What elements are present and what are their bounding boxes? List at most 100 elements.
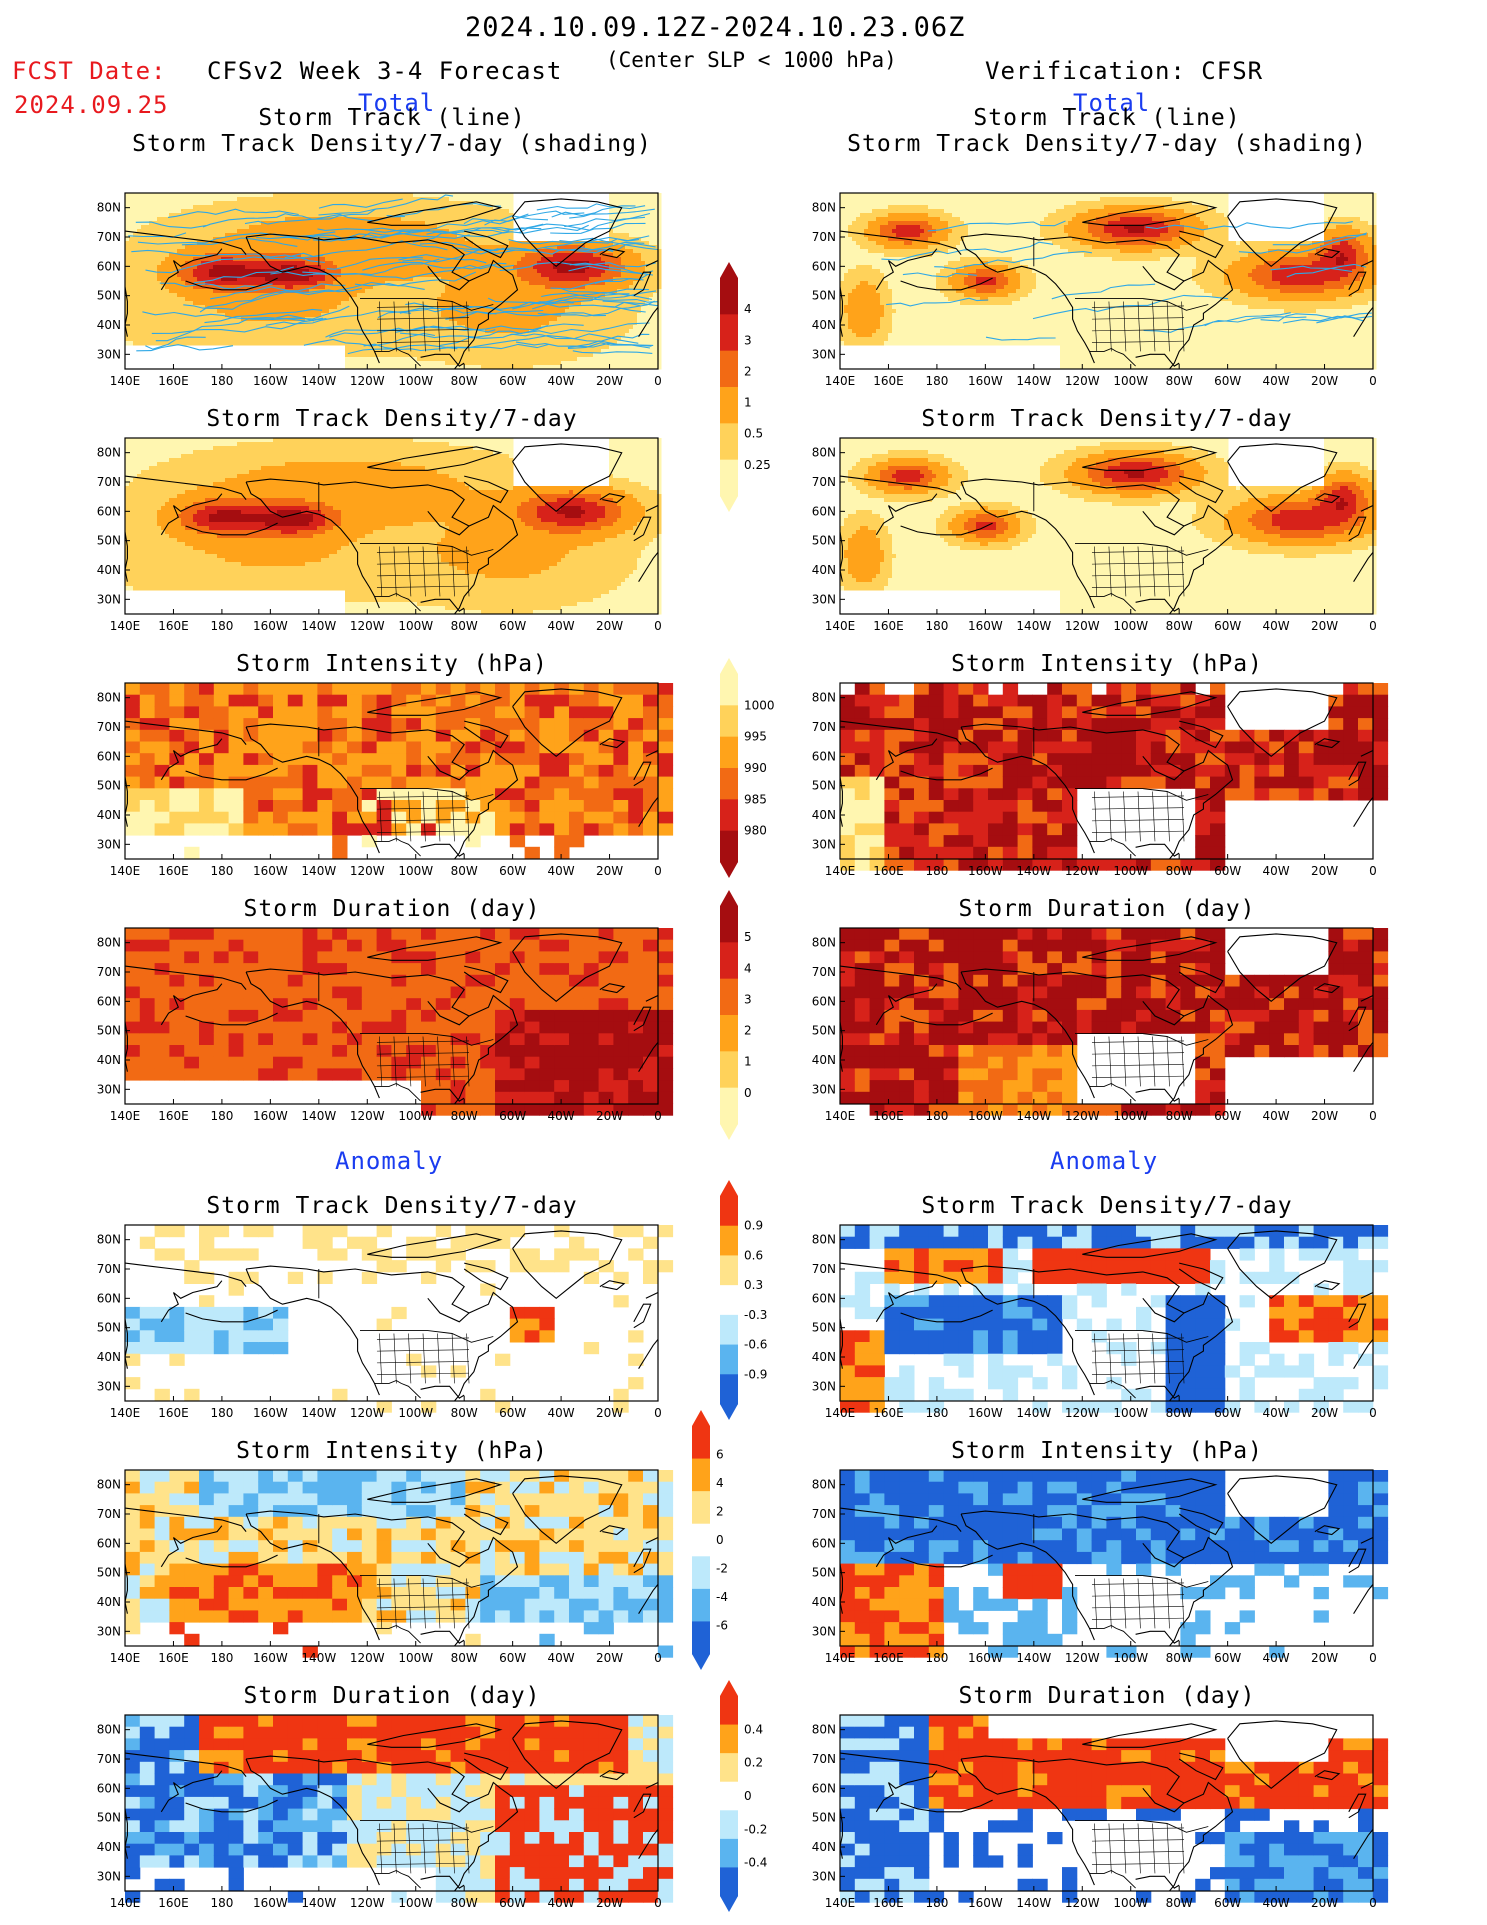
lat-tick-label: 70N — [812, 1507, 836, 1521]
map-panel-fc-density: 140E 160E 180 160W 140W 120W 100W 80W 60W 40W 20W 0… — [97, 437, 662, 640]
lon-tick-label: 0 — [654, 374, 662, 388]
panel-title: Storm Duration (day) — [112, 1683, 672, 1709]
storm-track-line — [364, 213, 529, 233]
section-total-forecast: Total — [358, 89, 435, 117]
storm-track-line — [137, 231, 336, 245]
lat-tick-label: 80N — [97, 201, 121, 215]
lat-tick-label: 40N — [97, 808, 121, 822]
lat-tick-label: 70N — [97, 965, 121, 979]
colorbar-label: 0 — [744, 1789, 752, 1803]
lat-tick-label: 50N — [97, 779, 121, 793]
section-total-verification: Total — [1073, 89, 1150, 117]
storm-track-line — [363, 343, 549, 352]
colorbar-label: 1 — [744, 1055, 752, 1069]
panel-title: Storm Duration (day) — [112, 896, 672, 922]
colorbar-segment — [720, 350, 738, 388]
lon-tick-label: 160W — [253, 374, 288, 388]
lon-tick-label: 0 — [654, 619, 662, 633]
lon-tick-label: 60W — [499, 1406, 526, 1420]
colorbar-bottom-arrow — [720, 1124, 738, 1140]
lon-tick-label: 20W — [1311, 1651, 1338, 1665]
lon-tick-label: 80W — [451, 864, 478, 878]
colorbar-bottom-arrow — [692, 1654, 710, 1670]
lat-tick-label: 30N — [812, 837, 836, 851]
lat-tick-label: 80N — [812, 1478, 836, 1492]
lat-tick-label: 40N — [812, 1595, 836, 1609]
lat-tick-label: 80N — [97, 1723, 121, 1737]
section-anomaly-verification: Anomaly — [1050, 1147, 1158, 1175]
storm-track-line — [1270, 265, 1353, 273]
lat-tick-label: 80N — [812, 201, 836, 215]
storm-track-line — [532, 301, 640, 310]
colorbar-segment — [720, 736, 738, 769]
lat-tick-label: 60N — [812, 994, 836, 1008]
lon-tick-label: 140W — [1016, 374, 1051, 388]
lon-tick-label: 60W — [499, 1896, 526, 1910]
colorbar-segment — [720, 906, 738, 943]
colorbar-label: 985 — [744, 792, 767, 806]
lon-tick-label: 40W — [548, 864, 575, 878]
lon-tick-label: 160E — [158, 864, 189, 878]
storm-track-line — [318, 194, 454, 216]
lon-tick-label: 120W — [1065, 1109, 1100, 1123]
lat-tick-label: 80N — [97, 936, 121, 950]
lon-tick-label: 120W — [350, 1896, 385, 1910]
lat-tick-label: 30N — [97, 1379, 121, 1393]
lon-tick-label: 120W — [350, 374, 385, 388]
map-panel-fc-duration-anom: 140E 160E 180 160W 140W 120W 100W 80W 60W 40W 20W 0… — [97, 1714, 674, 1917]
map-frame — [839, 192, 1374, 370]
lon-tick-label: 80W — [1166, 1896, 1193, 1910]
colorbar-segment — [692, 1523, 710, 1557]
colorbar-segment — [720, 799, 738, 832]
map-svg: 140E 160E 180 160W 140W 120W 100W 80W 60W 40W 20W 0… — [97, 1224, 674, 1420]
lon-tick-label: 160W — [968, 1651, 1003, 1665]
colorbar-segment — [720, 942, 738, 980]
lat-tick-label: 40N — [97, 1595, 121, 1609]
storm-track-line — [934, 250, 1092, 270]
colorbar-segment — [720, 1374, 738, 1405]
map-shading — [125, 1225, 674, 1413]
map-shading — [840, 683, 1389, 871]
storm-track-line — [1260, 312, 1372, 322]
lon-tick-label: 140W — [301, 1896, 336, 1910]
colorbar-cb-duration: 5 4 3 2 1 0 — [720, 890, 780, 1144]
storm-track-line — [318, 198, 403, 209]
lon-tick-label: 60W — [499, 1651, 526, 1665]
lon-tick-label: 60W — [1214, 1109, 1241, 1123]
colorbar-segment — [720, 423, 738, 461]
colorbar-top-arrow — [720, 658, 738, 674]
colorbar-segment — [720, 1781, 738, 1811]
lat-tick-label: 40N — [812, 563, 836, 577]
map-shading — [125, 1470, 674, 1658]
lon-tick-label: 160W — [253, 864, 288, 878]
lat-tick-label: 70N — [812, 965, 836, 979]
storm-track-line — [193, 266, 295, 284]
lat-tick-label: 50N — [812, 1321, 836, 1335]
colorbar-segment — [692, 1588, 710, 1622]
lon-tick-label: 20W — [596, 1896, 623, 1910]
panel-title: Storm Track Density/7-day — [112, 1193, 672, 1219]
colorbar-segment — [720, 278, 738, 315]
lon-tick-label: 20W — [596, 374, 623, 388]
panel-title: Storm Track Density/7-day (shading) — [827, 131, 1387, 157]
colorbar-label: 2 — [716, 1505, 724, 1519]
lon-tick-label: 80W — [1166, 864, 1193, 878]
colorbar-label: 4 — [744, 302, 752, 316]
lon-tick-label: 140E — [825, 619, 856, 633]
storm-track-line — [303, 332, 436, 347]
lon-tick-label: 120W — [1065, 1651, 1100, 1665]
map-shading — [125, 683, 674, 859]
lon-tick-label: 140W — [301, 864, 336, 878]
map-frame — [839, 682, 1374, 860]
colorbar-label: 0 — [744, 1086, 752, 1100]
lon-tick-label: 100W — [1113, 1896, 1148, 1910]
map-svg: 140E 160E 180 160W 140W 120W 100W 80W 60W 40W 20W 0… — [812, 192, 1377, 388]
lon-tick-label: 140W — [301, 1651, 336, 1665]
lon-tick-label: 0 — [1369, 1406, 1377, 1420]
storm-track-line — [569, 208, 655, 219]
lon-tick-label: 120W — [1065, 619, 1100, 633]
map-shading — [840, 1715, 1389, 1903]
lat-tick-label: 30N — [812, 1869, 836, 1883]
lon-tick-label: 140W — [1016, 1896, 1051, 1910]
lat-tick-label: 70N — [97, 1507, 121, 1521]
